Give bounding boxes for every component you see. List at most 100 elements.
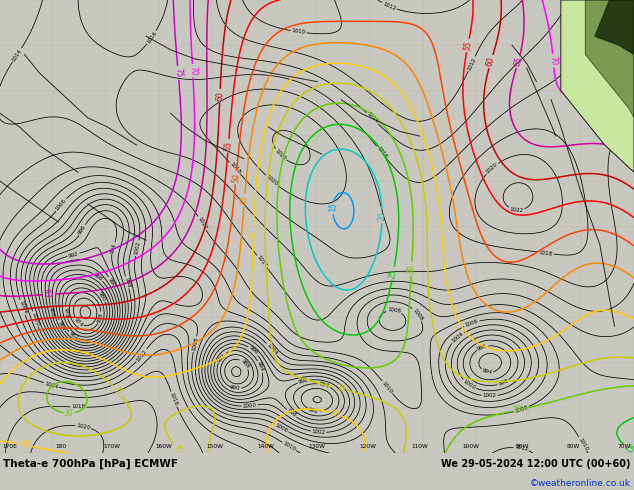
Text: 1000: 1000 [462,379,476,391]
Text: 1014: 1014 [365,112,379,125]
Text: 40: 40 [329,408,341,419]
Text: 30: 30 [512,405,523,416]
Text: 25: 25 [388,268,399,279]
Text: 1018: 1018 [71,404,86,410]
Text: 55: 55 [463,40,473,51]
Text: 1006: 1006 [464,318,479,328]
Text: 1020: 1020 [265,174,279,187]
Text: 75: 75 [621,49,632,59]
Text: 25: 25 [622,442,634,455]
Text: 1022: 1022 [274,148,287,162]
Text: 1014: 1014 [256,254,268,269]
Text: 75: 75 [173,68,183,78]
Text: 992: 992 [68,251,79,259]
Text: 1008: 1008 [514,405,529,414]
Text: 170E: 170E [3,444,17,449]
Text: 140W: 140W [257,444,275,449]
Text: 1016: 1016 [169,392,179,407]
Text: 984: 984 [57,320,66,332]
Text: 996: 996 [298,377,309,385]
Text: 1000: 1000 [242,403,257,409]
Text: 20: 20 [377,212,387,221]
Text: 996: 996 [77,224,87,236]
Text: 1006: 1006 [274,422,289,434]
Text: 50: 50 [231,172,241,183]
Text: 996: 996 [476,343,488,352]
Text: 130W: 130W [309,444,325,449]
Text: 974: 974 [73,317,84,328]
Text: 990: 990 [107,277,117,288]
Text: 1004: 1004 [265,343,278,357]
Text: 996: 996 [248,345,259,356]
Text: 1000: 1000 [30,312,40,326]
Text: 986: 986 [93,271,103,282]
Text: 990: 990 [230,385,240,391]
Polygon shape [585,0,634,118]
Text: 1008: 1008 [191,337,199,351]
Text: 1016: 1016 [146,30,158,45]
Text: 988: 988 [240,358,250,369]
Text: 1012: 1012 [135,348,148,362]
Text: 1008: 1008 [411,307,424,321]
Text: 980: 980 [97,291,107,302]
Text: 994: 994 [109,243,117,254]
Text: 160W: 160W [155,444,172,449]
Text: 45: 45 [240,195,249,206]
Text: 1022: 1022 [509,207,524,213]
Text: 988: 988 [48,306,55,318]
Text: 1020: 1020 [76,423,91,430]
Text: 15: 15 [328,202,337,212]
Text: 30: 30 [63,409,74,418]
Text: 35: 35 [171,442,184,455]
Text: 994: 994 [481,368,493,375]
Text: 35: 35 [334,383,346,394]
Polygon shape [561,0,634,172]
Text: 1010: 1010 [292,28,306,35]
Text: 1010: 1010 [381,380,394,394]
Text: 982: 982 [68,331,79,341]
Text: 994: 994 [256,361,264,372]
Text: 1020: 1020 [485,162,499,175]
Text: 170W: 170W [104,444,120,449]
Text: 60: 60 [485,55,496,68]
Text: 1002: 1002 [133,241,141,256]
Text: 998: 998 [123,277,131,288]
Text: 110W: 110W [411,444,428,449]
Text: ©weatheronline.co.uk: ©weatheronline.co.uk [530,479,631,488]
Text: 1002: 1002 [311,429,325,435]
Text: 1014: 1014 [11,48,23,62]
Text: 120W: 120W [359,444,377,449]
Text: 998: 998 [286,408,297,419]
Text: 1016: 1016 [375,146,388,160]
Text: 1006: 1006 [387,307,401,314]
Text: 180: 180 [55,444,67,449]
Text: 1004: 1004 [18,300,27,315]
Text: 30: 30 [406,264,417,274]
Text: 1012: 1012 [382,1,397,11]
Text: 80W: 80W [566,444,579,449]
Text: 976: 976 [97,312,104,323]
Text: 150W: 150W [206,444,223,449]
Text: We 29-05-2024 12:00 UTC (00+60): We 29-05-2024 12:00 UTC (00+60) [441,459,631,468]
Text: 1012: 1012 [514,444,529,452]
Text: 992: 992 [216,352,226,363]
Text: 40: 40 [19,440,30,450]
Text: 60: 60 [215,91,224,101]
Text: 65: 65 [44,290,54,299]
Text: 70: 70 [188,66,197,76]
Text: 40: 40 [249,229,258,240]
Text: 1002: 1002 [482,393,496,398]
Text: 1018: 1018 [539,249,553,256]
Text: 1018: 1018 [228,162,242,175]
Text: 1014: 1014 [44,381,59,390]
Text: 65: 65 [512,55,524,68]
Text: 1012: 1012 [467,56,477,71]
Text: 70: 70 [548,55,558,66]
Polygon shape [595,0,634,54]
Text: 1012: 1012 [197,216,208,230]
Text: 90W: 90W [515,444,529,449]
Text: 70W: 70W [618,444,631,449]
Text: 978: 978 [63,307,70,318]
Text: 998: 998 [498,378,509,387]
Text: 55: 55 [223,141,233,151]
